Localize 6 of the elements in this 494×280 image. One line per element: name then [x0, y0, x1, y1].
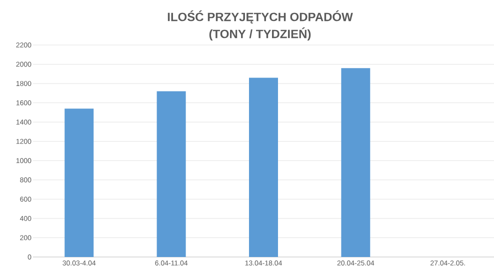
bar	[64, 108, 94, 257]
chart-title: ILOŚĆ PRZYJĘTYCH ODPADÓW	[168, 10, 353, 24]
chart-subtitle: (TONY / TYDZIEŃ)	[209, 27, 311, 41]
bar	[156, 91, 186, 257]
bar	[341, 68, 370, 257]
bar	[249, 78, 278, 257]
